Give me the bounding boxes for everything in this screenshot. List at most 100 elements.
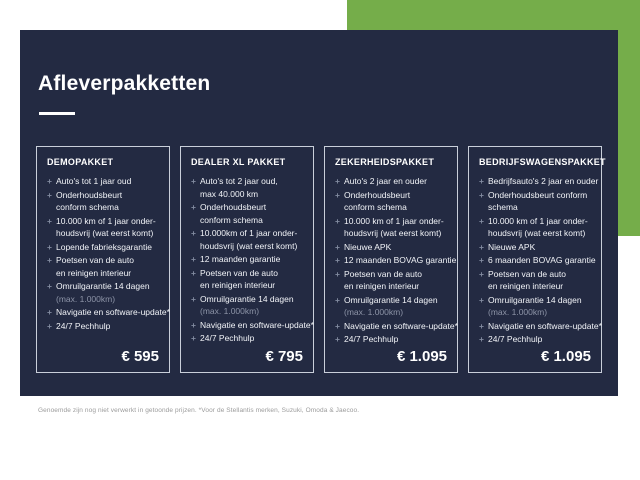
- item-line: Onderhoudsbeurt conform: [488, 189, 588, 200]
- item-lines: Auto's tot 2 jaar oud, max 40.000 km: [200, 175, 278, 200]
- item-lines: 10.000 km of 1 jaar onder-houdsvrij (wat…: [488, 215, 588, 240]
- package-item: + Navigatie en software-update*: [47, 306, 170, 319]
- item-line: Navigatie en software-update*: [200, 319, 314, 330]
- item-lines: Navigatie en software-update*: [344, 320, 458, 333]
- package-item: + Auto's 2 jaar en ouder: [335, 175, 449, 188]
- package-items: + Auto's 2 jaar en ouder + Onderhoudsbeurt c…: [335, 175, 458, 347]
- item-line: conform schema: [56, 202, 119, 212]
- plus-icon: +: [479, 189, 484, 200]
- package-item: + Navigatie en software-update*: [191, 319, 314, 332]
- package-item: + Poetsen van de auto en reinigen interieu…: [335, 268, 449, 293]
- item-line: Onderhoudsbeurt: [56, 189, 123, 200]
- plus-icon: +: [47, 176, 52, 186]
- item-line: en reinigen interieur: [488, 281, 564, 291]
- item-line: Navigatie en software-update*: [488, 320, 602, 331]
- package-card: DEMOPAKKET + Auto's tot 1 jaar oud + Onderho…: [36, 146, 170, 373]
- item-lines: Poetsen van de auto en reinigen interieur: [488, 268, 566, 293]
- item-line: Poetsen van de auto: [56, 255, 134, 265]
- item-lines: 24/7 Pechhulp: [488, 333, 542, 346]
- plus-icon: +: [191, 254, 196, 264]
- item-line: 24/7 Pechhulp: [344, 334, 399, 344]
- item-line: Auto's tot 1 jaar oud: [56, 176, 132, 186]
- footnote: Genoemde zijn nog niet verwerkt in getoo…: [38, 407, 360, 414]
- item-line: 12 maanden garantie: [200, 254, 281, 264]
- package-title: BEDRIJFSWAGENSPAKKET: [479, 157, 606, 167]
- package-title: DEMOPAKKET: [47, 157, 114, 167]
- package-price: € 795: [265, 348, 303, 365]
- plus-icon: +: [191, 319, 196, 330]
- plus-icon: +: [191, 293, 196, 304]
- package-item: + Omruilgarantie 14 dagen (max. 1.000km): [479, 294, 593, 319]
- plus-icon: +: [479, 255, 484, 265]
- item-line: 12 maanden BOVAG garantie: [344, 255, 457, 265]
- item-line-muted: (max. 1.000km): [200, 306, 260, 316]
- item-lines: Onderhoudsbeurt conform schema: [488, 189, 587, 214]
- plus-icon: +: [335, 215, 340, 226]
- item-line: 10.000 km of 1 jaar onder-: [56, 215, 156, 226]
- item-lines: 12 maanden BOVAG garantie: [344, 254, 456, 267]
- package-title: ZEKERHEIDSPAKKET: [335, 157, 435, 167]
- package-item: + Omruilgarantie 14 dagen (max. 1.000km): [191, 293, 305, 318]
- plus-icon: +: [47, 307, 52, 317]
- item-line: max 40.000 km: [200, 188, 259, 199]
- package-price: € 1.095: [540, 348, 591, 365]
- package-item: +12 maanden garantie: [191, 253, 305, 266]
- plus-icon: +: [47, 281, 52, 291]
- plus-icon: +: [191, 267, 196, 278]
- item-line: Poetsen van de auto: [344, 268, 422, 279]
- item-line: Poetsen van de auto: [488, 268, 566, 279]
- plus-icon: +: [479, 176, 484, 186]
- package-item: + Poetsen van de auto en reinigen interieu…: [479, 268, 593, 293]
- item-lines: Navigatie en software-update*: [488, 320, 602, 333]
- package-title: DEALER XL PAKKET: [191, 157, 286, 167]
- plus-icon: +: [47, 241, 52, 252]
- item-lines: Omruilgarantie 14 dagen (max. 1.000km): [344, 294, 438, 319]
- plus-icon: +: [479, 268, 484, 279]
- package-items: + Auto's tot 2 jaar oud, max 40.000 km + Ond…: [191, 175, 314, 346]
- package-item: +12 maanden BOVAG garantie: [335, 254, 456, 267]
- item-line: en reinigen interieur: [344, 281, 420, 291]
- item-line: Bedrijfsauto's 2 jaar en ouder: [488, 176, 599, 186]
- item-lines: Nieuwe APK: [488, 241, 535, 254]
- item-line: Auto's tot 2 jaar oud,: [200, 176, 278, 186]
- package-item: + Onderhoudsbeurt conform schema: [191, 201, 305, 226]
- item-line: 10.000 km of 1 jaar onder-: [344, 215, 444, 226]
- item-line: en reinigen interieur: [56, 267, 132, 278]
- package-item: + Poetsen van de auto en reinigen interieu…: [47, 254, 161, 279]
- plus-icon: +: [191, 333, 196, 343]
- item-line: 24/7 Pechhulp: [56, 320, 111, 331]
- item-lines: Navigatie en software-update*: [56, 306, 170, 319]
- plus-icon: +: [335, 241, 340, 252]
- package-item: +6 maanden BOVAG garantie: [479, 254, 596, 267]
- item-line: Lopende fabrieksgarantie: [56, 241, 152, 252]
- item-line: Navigatie en software-update*: [344, 320, 458, 331]
- item-lines: 10.000km of 1 jaar onder-houdsvrij (wat …: [200, 227, 297, 252]
- item-line: houdsvrij (wat eerst komt): [200, 240, 298, 251]
- plus-icon: +: [47, 215, 52, 226]
- plus-icon: +: [47, 189, 52, 200]
- item-line: Omruilgarantie 14 dagen: [344, 294, 438, 305]
- item-line: conform schema: [344, 202, 407, 212]
- item-line-muted: (max. 1.000km): [56, 293, 116, 304]
- item-line: Onderhoudsbeurt: [200, 202, 267, 212]
- item-lines: Poetsen van de auto en reinigen interieur: [344, 268, 422, 293]
- plus-icon: +: [335, 255, 340, 265]
- item-lines: Onderhoudsbeurt conform schema: [200, 201, 266, 226]
- item-lines: Omruilgarantie 14 dagen (max. 1.000km): [200, 293, 294, 318]
- item-lines: Poetsen van de auto en reinigen interieur: [56, 254, 134, 279]
- plus-icon: +: [479, 294, 484, 305]
- plus-icon: +: [335, 268, 340, 279]
- plus-icon: +: [335, 176, 340, 186]
- item-lines: 24/7 Pechhulp: [200, 332, 254, 345]
- package-card: ZEKERHEIDSPAKKET + Auto's 2 jaar en ouder +…: [324, 146, 458, 373]
- package-item: + Nieuwe APK: [335, 241, 449, 254]
- package-item: + Omruilgarantie 14 dagen (max. 1.000km): [47, 280, 161, 305]
- package-item: + Navigatie en software-update*: [335, 320, 458, 333]
- plus-icon: +: [47, 320, 52, 331]
- item-line: Poetsen van de auto: [200, 267, 278, 278]
- content-panel: Afleverpakketten DEMOPAKKET + Auto's tot 1…: [20, 30, 618, 396]
- item-line: 6 maanden BOVAG garantie: [488, 255, 596, 265]
- package-item: + Lopende fabrieksgarantie: [47, 241, 161, 254]
- package-item: + Omruilgarantie 14 dagen (max. 1.000km): [335, 294, 449, 319]
- plus-icon: +: [479, 334, 484, 344]
